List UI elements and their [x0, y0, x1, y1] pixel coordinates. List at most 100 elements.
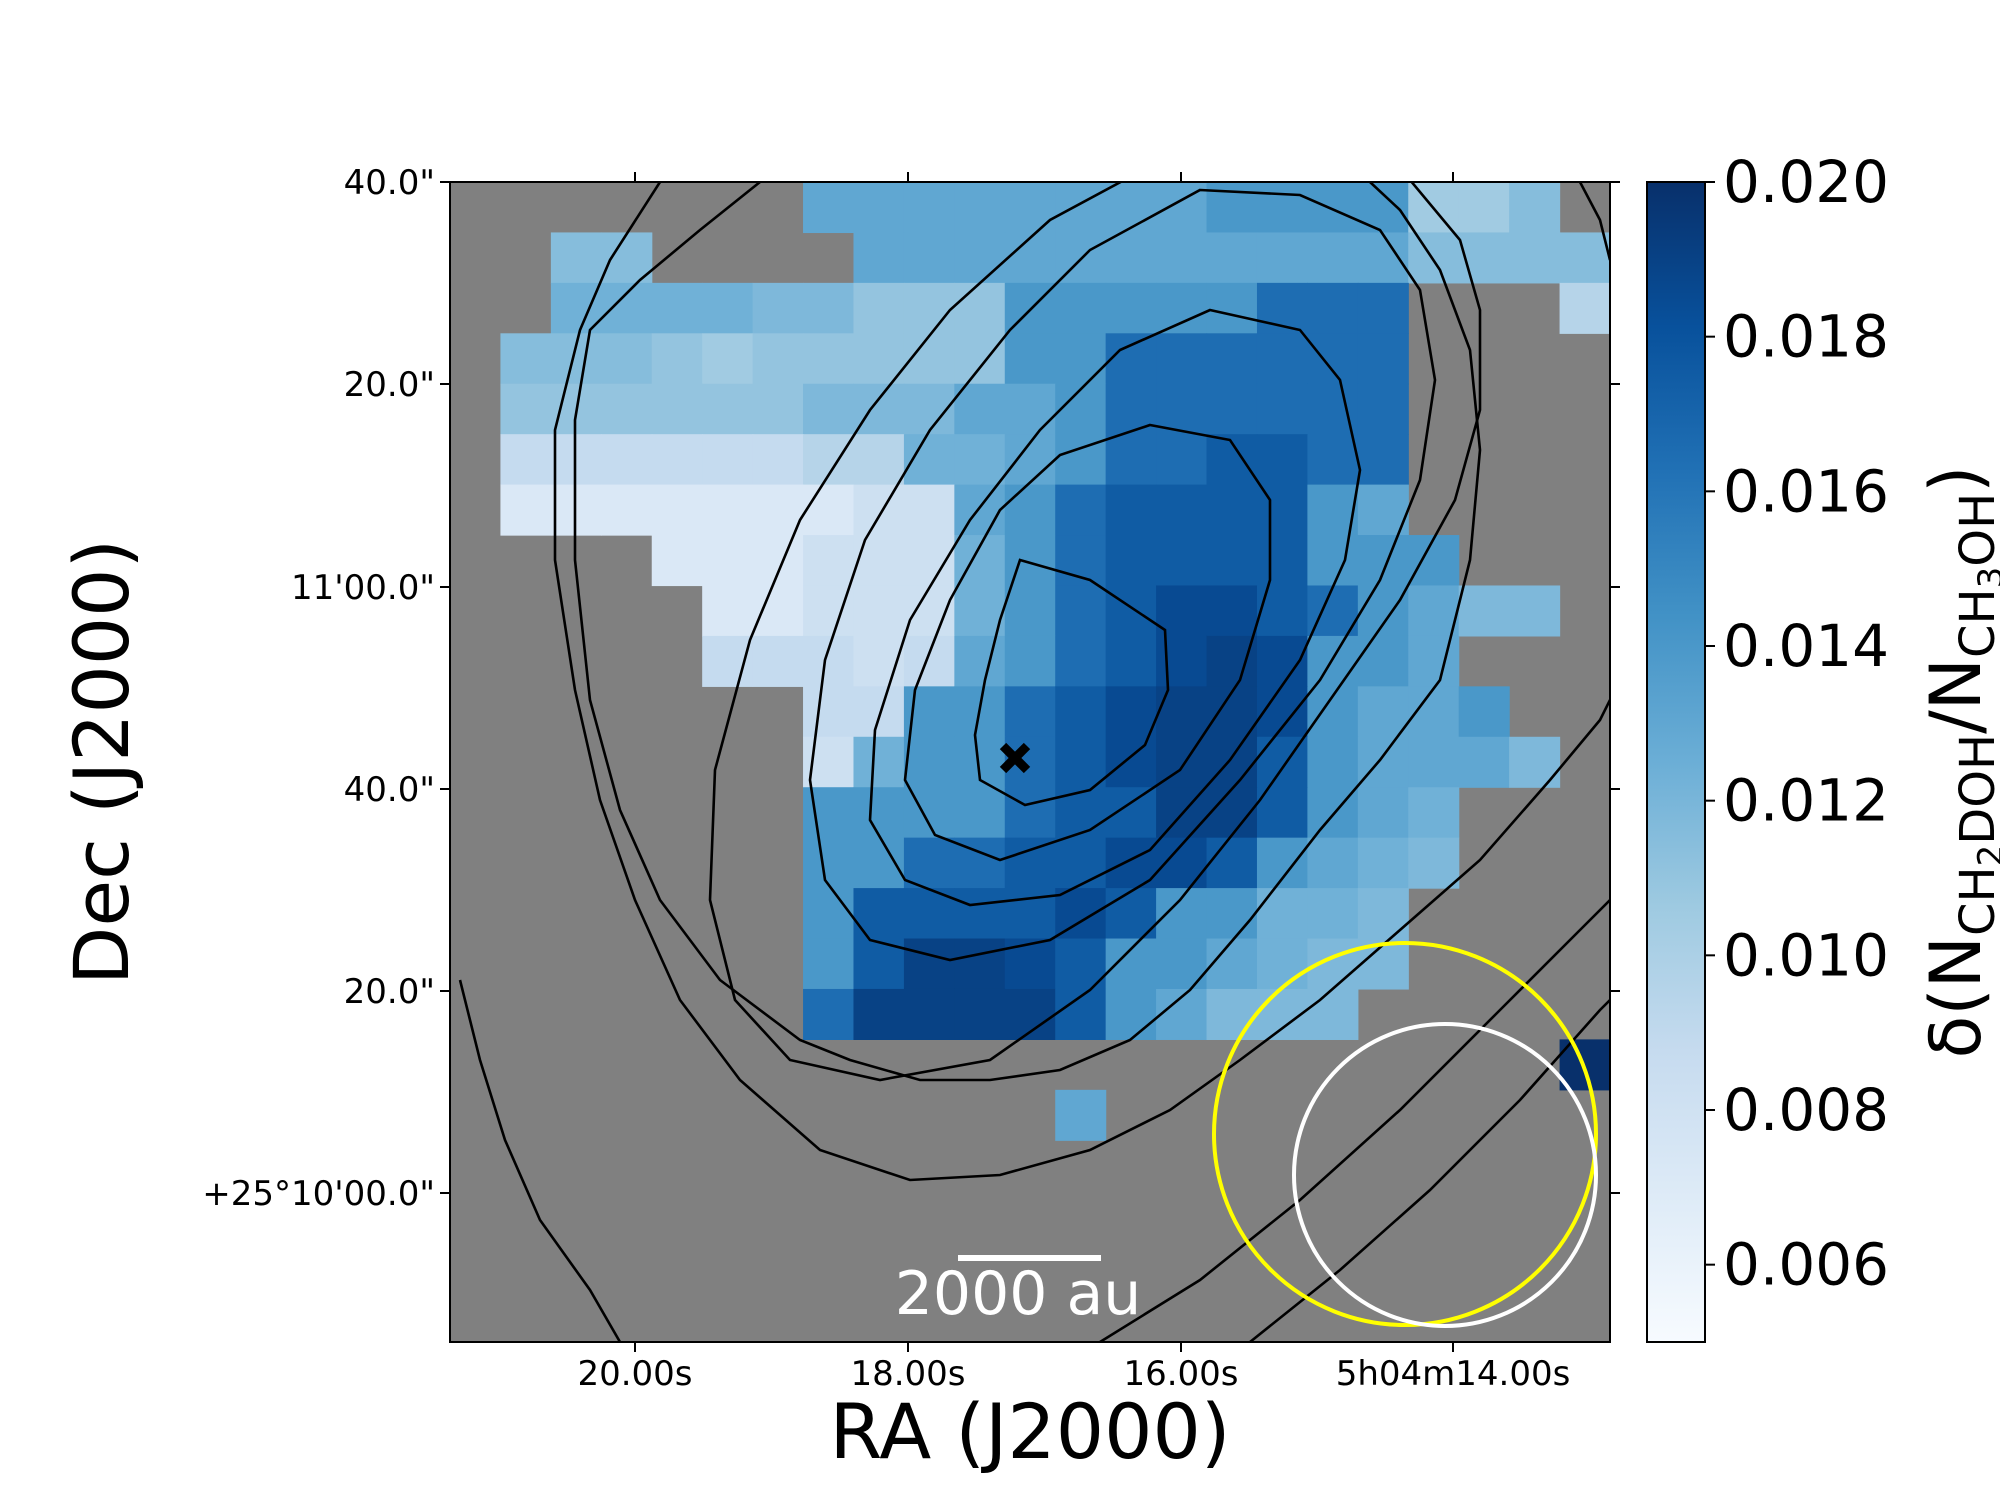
heatmap-pixel	[954, 333, 1006, 385]
heatmap-pixel	[752, 535, 804, 587]
heatmap-pixel	[1055, 282, 1107, 334]
heatmap-pixel	[1458, 182, 1510, 234]
heatmap-pixel	[1256, 383, 1308, 435]
heatmap-pixel	[1256, 888, 1308, 940]
heatmap-pixel	[1105, 988, 1157, 1040]
contour-1	[973, 558, 1170, 807]
heatmap-pixel	[702, 333, 754, 385]
heatmap-pixel	[1055, 182, 1107, 234]
colorbar-title: δ(NCH2DOH/NCH3OH)	[1915, 466, 2000, 1059]
heatmap-pixel	[1004, 484, 1056, 536]
heatmap-pixel	[1004, 232, 1056, 284]
heatmap-pixel	[853, 232, 905, 284]
heatmap-pixel	[752, 383, 804, 435]
colorbar-tick-label: 0.008	[1723, 1076, 1889, 1144]
x-tick-label: 20.00s	[577, 1354, 692, 1394]
peak-marker-icon	[999, 742, 1031, 774]
heatmap-pixel	[1357, 787, 1409, 839]
colorbar-tick-label: 0.018	[1723, 303, 1889, 371]
heatmap-pixel	[601, 333, 653, 385]
heatmap-pixel	[954, 635, 1006, 687]
heatmap-pixel	[1004, 333, 1056, 385]
heatmap-pixel	[853, 434, 905, 486]
heatmap-pixel	[1055, 484, 1107, 536]
heatmap-pixel	[1408, 837, 1460, 889]
heatmap-pixel	[803, 282, 855, 334]
heatmap-pixel	[853, 585, 905, 637]
heatmap-pixel	[1156, 484, 1208, 536]
heatmap-pixel	[1105, 282, 1157, 334]
heatmap-pixel	[803, 988, 855, 1040]
heatmap-pixel	[1256, 585, 1308, 637]
heatmap-pixel	[1408, 736, 1460, 788]
heatmap-pixel	[1055, 383, 1107, 435]
heatmap-pixel	[1156, 585, 1208, 637]
heatmap-pixel	[702, 383, 754, 435]
heatmap-pixel	[702, 535, 754, 587]
heatmap-pixel	[1458, 585, 1510, 637]
heatmap-pixel	[1206, 888, 1258, 940]
heatmap-pixel	[1256, 938, 1308, 990]
heatmap-pixel	[1307, 434, 1359, 486]
heatmap-pixel	[1105, 635, 1157, 687]
heatmap-pixel	[803, 585, 855, 637]
contours	[458, 182, 1610, 1342]
heatmap-pixel	[1206, 383, 1258, 435]
heatmap-pixel	[803, 686, 855, 738]
heatmap-pixel	[752, 282, 804, 334]
heatmap-pixel	[853, 535, 905, 587]
heatmap-pixel	[1509, 232, 1561, 284]
heatmap-pixel	[500, 434, 552, 486]
heatmap-pixel	[1357, 686, 1409, 738]
heatmap-pixel	[1156, 383, 1208, 435]
heatmap-pixel	[1004, 182, 1056, 234]
heatmap-pixel	[853, 282, 905, 334]
heatmap-pixel	[550, 484, 602, 536]
heatmap-pixel	[853, 686, 905, 738]
heatmap-pixel	[1357, 182, 1409, 234]
heatmap-pixel	[1105, 333, 1157, 385]
heatmap-pixel	[1357, 635, 1409, 687]
y-tick-label: 40.0"	[344, 163, 435, 203]
heatmap-pixel	[1307, 988, 1359, 1040]
heatmap-pixel	[601, 434, 653, 486]
heatmap-pixel	[1105, 232, 1157, 284]
heatmap-pixel	[1256, 837, 1308, 889]
contour-10	[1099, 899, 1610, 1342]
heatmap-pixel	[1156, 686, 1208, 738]
heatmap-pixel	[550, 434, 602, 486]
heatmap-pixel	[853, 383, 905, 435]
heatmap-pixel	[903, 787, 955, 839]
heatmap-pixel	[1156, 232, 1208, 284]
heatmap-pixel	[954, 988, 1006, 1040]
heatmap-pixel	[500, 484, 552, 536]
heatmap-pixel	[1307, 232, 1359, 284]
heatmap-pixel	[651, 282, 703, 334]
y-tick-label: 11'00.0"	[291, 568, 435, 608]
heatmap-pixel	[853, 787, 905, 839]
heatmap-pixel	[954, 888, 1006, 940]
contour-7	[553, 182, 1610, 1182]
heatmap-pixel	[702, 282, 754, 334]
heatmap-pixel	[1105, 484, 1157, 536]
heatmap-pixel	[1105, 535, 1157, 587]
x-ticks	[634, 172, 1454, 1352]
heatmap-pixel	[1004, 787, 1056, 839]
heatmap-pixel	[1004, 585, 1056, 637]
heatmap-pixel	[1004, 535, 1056, 587]
heatmap-pixel	[702, 434, 754, 486]
heatmap-pixel	[1559, 232, 1610, 284]
heatmap-pixel	[803, 888, 855, 940]
heatmap-pixel	[1206, 938, 1258, 990]
heatmap-pixel	[752, 585, 804, 637]
heatmap-pixel	[1105, 434, 1157, 486]
colorbar-tick-label: 0.014	[1723, 612, 1889, 680]
heatmap-pixel	[803, 938, 855, 990]
heatmap-pixel	[1559, 282, 1610, 334]
heatmap-pixel	[1055, 585, 1107, 637]
heatmap-pixel	[1156, 282, 1208, 334]
heatmap-pixel	[1357, 383, 1409, 435]
heatmap-pixel	[1055, 686, 1107, 738]
heatmap-pixel	[1458, 232, 1510, 284]
heatmap-pixel	[1408, 787, 1460, 839]
